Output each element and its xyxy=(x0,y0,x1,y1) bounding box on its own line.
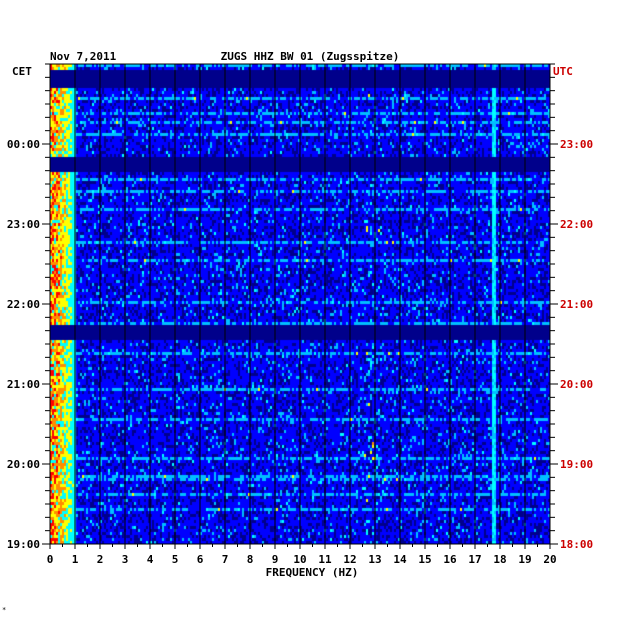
x-tick-label: 1 xyxy=(72,553,79,566)
x-tick-label: 2 xyxy=(97,553,104,566)
right-time-label: 20:00 xyxy=(560,378,593,391)
x-tick-label: 6 xyxy=(197,553,204,566)
x-tick-label: 18 xyxy=(493,553,506,566)
plot-area xyxy=(49,63,551,545)
right-time-label: 22:00 xyxy=(560,218,593,231)
x-tick-label: 12 xyxy=(343,553,356,566)
x-tick-label: 3 xyxy=(122,553,129,566)
x-tick-label: 4 xyxy=(147,553,154,566)
footer-mark: * xyxy=(2,606,7,614)
x-tick-label: 11 xyxy=(318,553,332,566)
x-tick-label: 7 xyxy=(222,553,229,566)
x-tick-label: 9 xyxy=(272,553,279,566)
left-time-label: 20:00 xyxy=(7,458,40,471)
x-tick-label: 8 xyxy=(247,553,254,566)
x-tick-label: 0 xyxy=(47,553,54,566)
x-axis-label: FREQUENCY (HZ) xyxy=(266,566,359,579)
x-tick-label: 14 xyxy=(393,553,407,566)
chart-title: ZUGS HHZ BW 01 (Zugsspitze) xyxy=(221,50,400,63)
right-time-label: 23:00 xyxy=(560,138,593,151)
x-tick-label: 10 xyxy=(293,553,306,566)
x-tick-label: 17 xyxy=(468,553,481,566)
left-axis-label: CET xyxy=(12,65,32,78)
x-tick-label: 20 xyxy=(543,553,556,566)
x-tick-label: 15 xyxy=(418,553,431,566)
x-tick-label: 16 xyxy=(443,553,457,566)
chart-date: Nov 7,2011 xyxy=(50,50,117,63)
right-time-label: 21:00 xyxy=(560,298,593,311)
left-time-label: 19:00 xyxy=(7,538,40,551)
x-tick-label: 13 xyxy=(368,553,381,566)
x-tick-label: 5 xyxy=(172,553,179,566)
left-time-label: 21:00 xyxy=(7,378,40,391)
x-tick-label: 19 xyxy=(518,553,531,566)
right-time-label: 18:00 xyxy=(560,538,593,551)
right-axis-label: UTC xyxy=(553,65,573,78)
left-time-label: 00:00 xyxy=(7,138,40,151)
right-time-label: 19:00 xyxy=(560,458,593,471)
left-time-label: 23:00 xyxy=(7,218,40,231)
left-time-label: 22:00 xyxy=(7,298,40,311)
